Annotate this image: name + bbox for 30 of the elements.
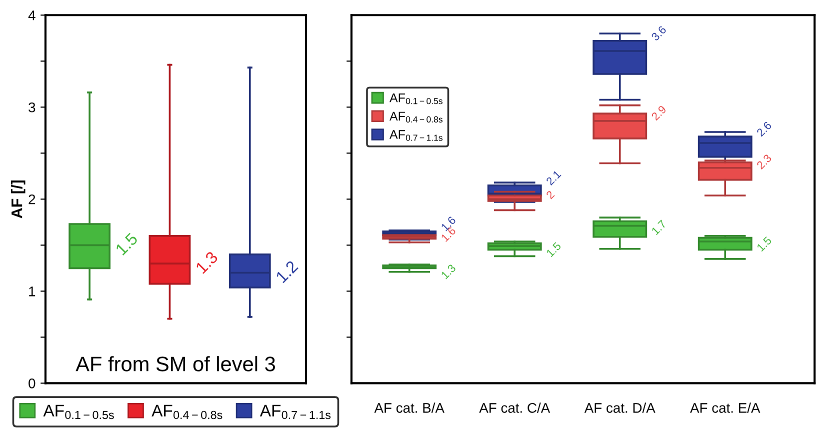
x-tick-label: AF cat. D/A <box>584 402 656 413</box>
legend-label: AF$_{0.1−0.5s}$ <box>390 93 442 104</box>
x-tick-label: AF cat. E/A <box>690 402 760 413</box>
y-tick-label: 0 <box>28 378 36 388</box>
text: AF from SM of level 3 <box>76 356 275 372</box>
x-tick-label: AF cat. C/A <box>479 402 550 413</box>
x-tick-label: AF cat. B/A <box>374 402 444 413</box>
text: 1.5 <box>756 236 772 252</box>
legend-label: AF$_{0.4−0.8s}$ <box>152 404 222 420</box>
y-tick-label: 1 <box>29 286 36 296</box>
legend-label: AF$_{0.4−0.8s}$ <box>390 112 442 123</box>
text: 2.6 <box>756 121 772 137</box>
y-tick-label: 3 <box>28 102 36 112</box>
y-axis-title: AF [/] <box>11 180 26 218</box>
text: 2.9 <box>650 105 667 121</box>
text: 1.5 <box>546 242 562 258</box>
text: 1.7 <box>651 220 667 236</box>
text: 1.3 <box>195 250 218 274</box>
text: 2.3 <box>756 154 772 170</box>
text: 2 <box>546 190 555 200</box>
y-tick-label: 4 <box>28 10 36 20</box>
text: 1.2 <box>275 260 298 284</box>
y-tick-label: 2 <box>28 194 36 204</box>
text: 1.3 <box>440 264 456 280</box>
legend-label: AF$_{0.7−1.1s}$ <box>260 404 331 420</box>
text: 1.5 <box>115 232 138 256</box>
text: 2.1 <box>546 170 562 186</box>
legend-label: AF$_{0.7−1.1s}$ <box>390 130 442 141</box>
text: 3.6 <box>650 25 667 42</box>
legend-label: AF$_{0.1−0.5s}$ <box>43 404 114 420</box>
